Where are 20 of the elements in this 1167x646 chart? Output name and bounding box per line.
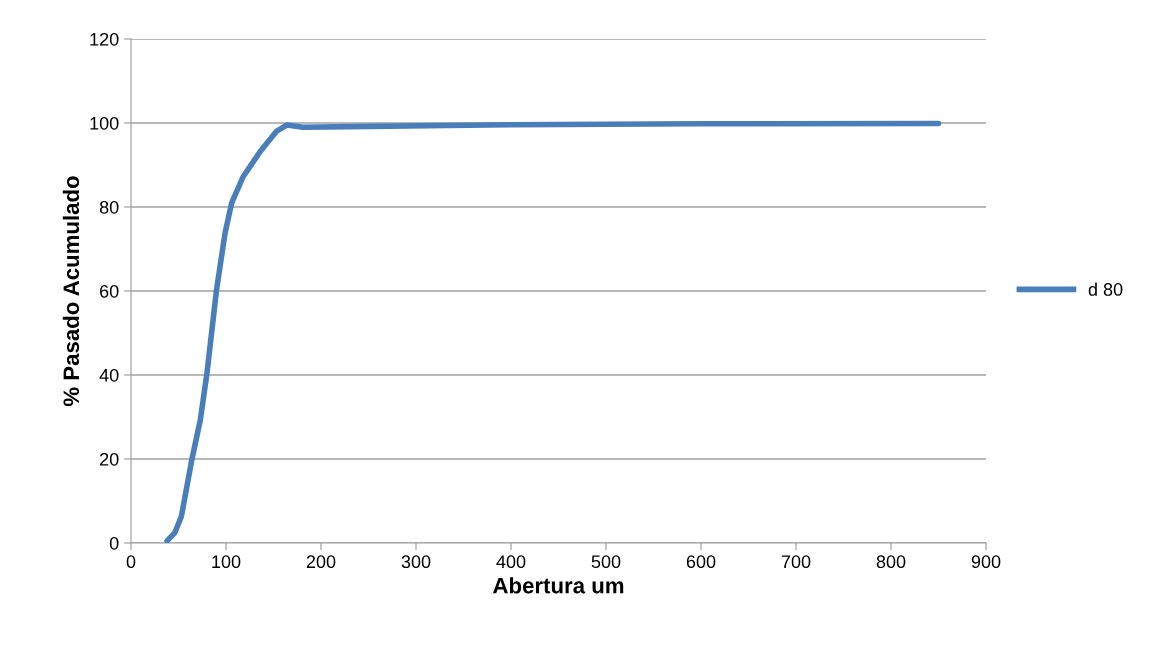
y-tick-label: 120 <box>90 32 119 46</box>
y-tick-label: 20 <box>100 452 119 466</box>
x-tick-label: 100 <box>212 555 241 569</box>
y-tick-label: 60 <box>100 284 119 298</box>
x-tick-label: 0 <box>126 555 136 569</box>
y-axis-title: % Pasado Acumulado <box>62 176 80 407</box>
x-tick-label: 300 <box>401 555 431 569</box>
y-tick-label: 0 <box>109 536 119 550</box>
x-tick-label: 900 <box>971 555 1001 569</box>
x-tick-label: 200 <box>306 555 336 569</box>
y-tick-label: 80 <box>99 200 119 214</box>
x-tick-label: 400 <box>496 555 526 569</box>
x-tick-label: 800 <box>876 555 906 569</box>
y-tick-label: 100 <box>90 116 119 130</box>
y-tick-label: 40 <box>99 368 119 382</box>
x-axis-title: Abertura um <box>492 577 624 594</box>
x-tick-label: 500 <box>591 555 621 569</box>
x-tick-label: 600 <box>686 555 716 569</box>
legend-label: d 80 <box>1088 282 1123 296</box>
x-tick-label: 700 <box>781 555 811 569</box>
